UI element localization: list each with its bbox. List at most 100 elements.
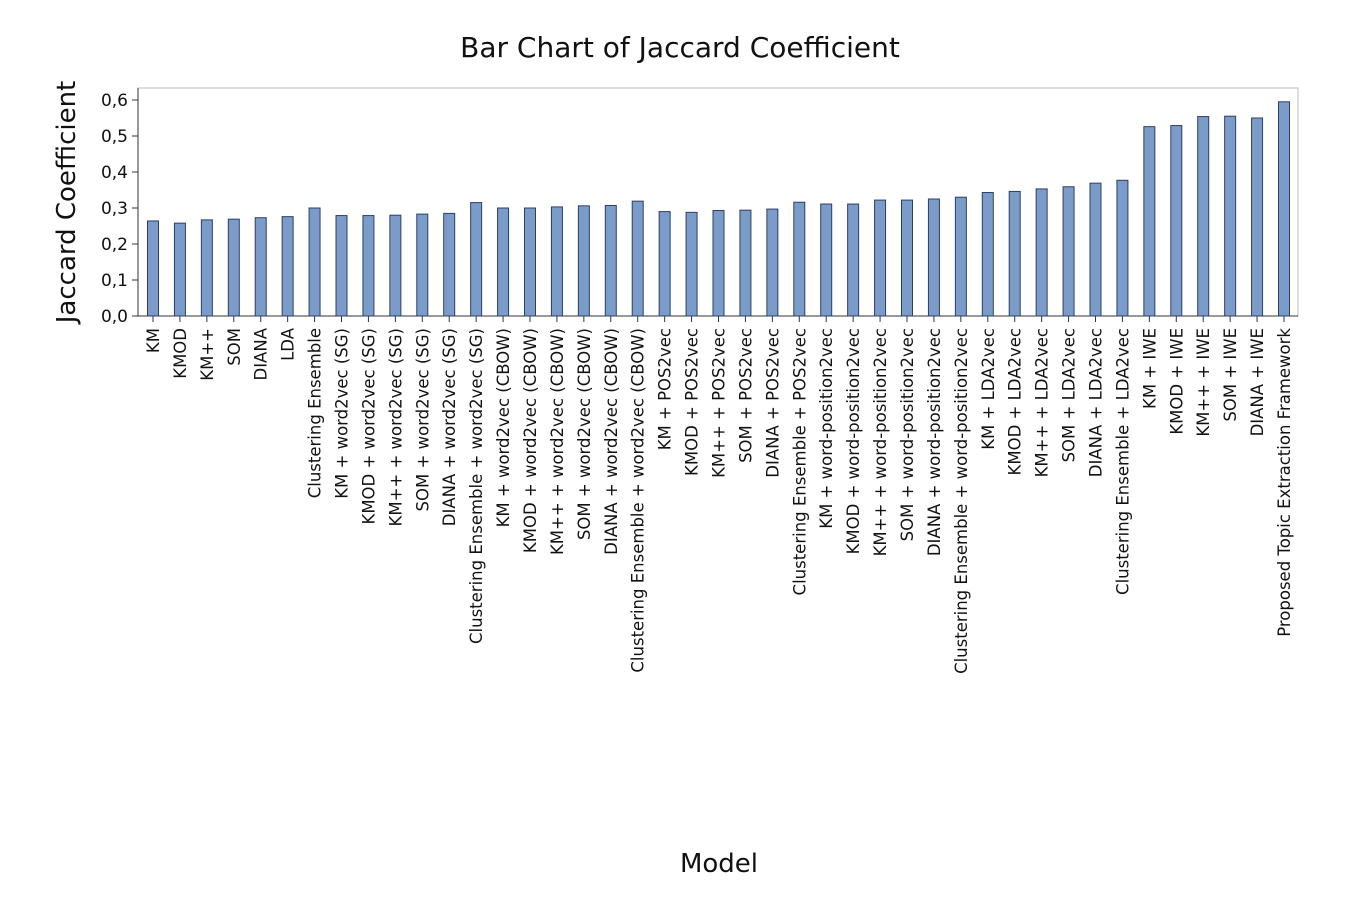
- x-tick-label: KMOD + word-position2vec: [844, 328, 863, 554]
- bar: [739, 209, 752, 317]
- x-tick-label: KM + LDA2vec: [979, 328, 998, 450]
- y-tick-label: 0,4: [101, 163, 128, 183]
- x-tick-label: KM + POS2vec: [656, 328, 675, 450]
- y-tick-label: 0,6: [101, 91, 128, 111]
- x-tick-label: SOM + POS2vec: [736, 328, 755, 463]
- bar: [1116, 179, 1129, 317]
- x-tick-label: KMOD + word2vec (CBOW): [521, 328, 540, 553]
- x-tick-label: Clustering Ensemble + LDA2vec: [1113, 328, 1132, 595]
- x-tick-label: Clustering Ensemble + POS2vec: [790, 328, 809, 595]
- y-tick-label: 0,1: [101, 271, 128, 291]
- bar: [793, 201, 806, 317]
- x-tick-label: DIANA + word2vec (CBOW): [602, 328, 621, 555]
- x-tick-label: Proposed Topic Extraction Framework: [1275, 328, 1294, 637]
- y-axis-label: Jaccard Coefficient: [52, 81, 82, 326]
- bar: [227, 218, 240, 317]
- bar: [954, 196, 967, 317]
- x-tick-label: Clustering Ensemble + word2vec (SG): [467, 328, 486, 644]
- y-tick-label: 0,5: [101, 127, 128, 147]
- x-tick-label: KM++ + LDA2vec: [1033, 328, 1052, 477]
- x-axis: KM KMOD KM++ SOM DIANA LDA Clustering Ensemble…: [144, 316, 1294, 674]
- x-tick-label: KM++ + word2vec (CBOW): [548, 328, 567, 555]
- bar: [712, 210, 725, 317]
- y-tick-label: 0,2: [101, 235, 128, 255]
- y-tick-label: 0,3: [101, 199, 128, 219]
- x-tick-label: SOM + LDA2vec: [1060, 328, 1079, 462]
- bar: [416, 213, 429, 317]
- bar: [1035, 188, 1048, 317]
- x-tick-label: Clustering Ensemble + word2vec (CBOW): [629, 328, 648, 673]
- x-tick-label: SOM + word-position2vec: [898, 328, 917, 541]
- bar: [820, 203, 833, 317]
- bar: [443, 212, 456, 317]
- bar: [901, 199, 913, 317]
- bar: [281, 216, 294, 317]
- bar: [550, 206, 563, 317]
- bar: [308, 207, 321, 317]
- x-axis-label: Model: [680, 849, 758, 879]
- x-tick-label: KMOD + IWE: [1167, 328, 1186, 435]
- x-tick-label: KM + IWE: [1140, 328, 1159, 409]
- bar: [927, 198, 940, 317]
- bar: [173, 222, 186, 317]
- bar: [1170, 125, 1183, 317]
- x-tick-label: KMOD: [171, 328, 190, 379]
- x-tick-label: DIANA + LDA2vec: [1087, 328, 1106, 477]
- bar: [981, 192, 994, 317]
- bar: [604, 204, 617, 317]
- bar: [1008, 190, 1021, 317]
- chart-title: Bar Chart of Jaccard Coefficient: [460, 31, 900, 64]
- bar: [766, 208, 779, 317]
- x-tick-label: DIANA + word-position2vec: [925, 328, 944, 556]
- x-tick-label: KM++: [198, 328, 217, 381]
- x-tick-label: SOM + word2vec (CBOW): [575, 328, 594, 540]
- bar: [658, 211, 671, 317]
- bar: [1278, 101, 1290, 317]
- x-tick-label: DIANA + IWE: [1248, 328, 1267, 436]
- bars: [147, 101, 1290, 317]
- bar: [200, 219, 213, 317]
- bar: [362, 215, 375, 317]
- bar: [254, 217, 267, 317]
- y-axis: 0,0 0,1 0,2 0,3 0,4 0,5 0,6: [101, 88, 1298, 327]
- bar: [1062, 186, 1075, 317]
- x-tick-label: SOM: [225, 328, 244, 366]
- bar: [147, 220, 159, 317]
- bar: [335, 215, 348, 317]
- bar: [470, 202, 483, 317]
- bar: [389, 214, 402, 317]
- x-tick-label: KM + word2vec (CBOW): [494, 328, 513, 527]
- x-tick-label: Clustering Ensemble + word-position2vec: [952, 328, 971, 674]
- x-tick-label: DIANA: [252, 327, 271, 380]
- bar: [847, 203, 860, 317]
- bar: [1251, 117, 1264, 317]
- bar: [1197, 116, 1210, 317]
- x-tick-label: KM++ + IWE: [1194, 328, 1213, 437]
- x-tick-label: DIANA + word2vec (SG): [440, 328, 459, 526]
- x-tick-label: KM++ + word2vec (SG): [386, 328, 405, 526]
- bar: [1143, 126, 1156, 317]
- y-tick-label: 0,0: [101, 307, 128, 327]
- bar: [497, 207, 510, 317]
- x-tick-label: KM++ + word-position2vec: [871, 328, 890, 556]
- x-tick-label: LDA: [279, 327, 298, 361]
- x-tick-label: Clustering Ensemble: [306, 328, 325, 498]
- bar: [685, 211, 698, 317]
- bar: [524, 207, 536, 317]
- bar: [1224, 115, 1237, 317]
- bar: [631, 200, 644, 317]
- x-tick-label: KM + word-position2vec: [817, 328, 836, 529]
- x-tick-label: SOM + word2vec (SG): [413, 328, 432, 511]
- x-tick-label: DIANA + POS2vec: [763, 328, 782, 478]
- x-tick-label: KM++ + POS2vec: [710, 328, 729, 478]
- x-tick-label: SOM + IWE: [1221, 328, 1240, 422]
- x-tick-label: KM + word2vec (SG): [333, 328, 352, 499]
- bar: [874, 199, 887, 317]
- x-tick-label: KMOD + POS2vec: [683, 328, 702, 476]
- x-tick-label: KMOD + LDA2vec: [1006, 328, 1025, 475]
- x-tick-label: KMOD + word2vec (SG): [359, 328, 378, 524]
- bar: [1089, 182, 1102, 317]
- bar: [577, 205, 590, 317]
